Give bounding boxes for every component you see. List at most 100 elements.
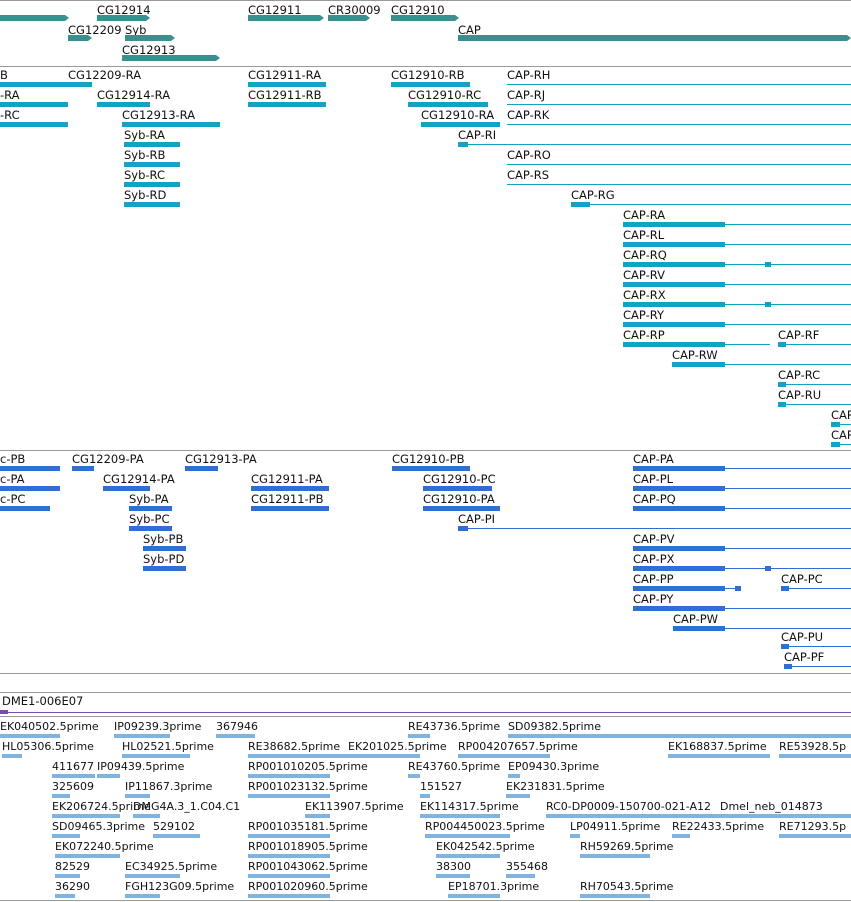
transcript-feature-bar[interactable] xyxy=(408,102,488,107)
protein-feature-bar[interactable] xyxy=(673,626,725,631)
protein-label[interactable]: Syb-PD xyxy=(143,552,185,566)
protein-feature-bar[interactable] xyxy=(633,566,725,571)
protein-feature-bar[interactable] xyxy=(784,664,792,669)
gene-label[interactable]: CG12914 xyxy=(97,3,151,17)
est-label[interactable]: EK040502.5prime xyxy=(0,720,99,733)
transcript-feature-bar[interactable] xyxy=(623,302,725,307)
est-feature-bar[interactable] xyxy=(425,834,510,838)
est-feature-bar[interactable] xyxy=(668,754,770,758)
est-label[interactable]: RP001035181.5prime xyxy=(248,820,368,833)
est-feature-bar[interactable] xyxy=(779,834,851,838)
protein-feature-bar[interactable] xyxy=(633,546,725,551)
gene-label[interactable]: CG12913 xyxy=(122,43,176,57)
est-label[interactable]: IP09239.3prime xyxy=(114,720,202,733)
gene-label[interactable]: Syb xyxy=(125,23,147,37)
est-feature-bar[interactable] xyxy=(408,734,430,738)
protein-feature-bar[interactable] xyxy=(423,506,500,511)
transcript-feature-bar[interactable] xyxy=(421,122,500,127)
protein-label[interactable]: CAP-PW xyxy=(673,612,719,626)
est-label[interactable]: RC0-DP0009-150700-021-A12 xyxy=(546,800,712,813)
transcript-label[interactable]: CG12910-RA xyxy=(421,108,495,122)
est-label[interactable]: EK072240.5prime xyxy=(55,840,154,853)
transcript-label[interactable]: CG12910-RC xyxy=(408,88,482,102)
est-feature-bar[interactable] xyxy=(2,754,22,758)
est-label[interactable]: 367946 xyxy=(216,720,258,733)
protein-feature-bar[interactable] xyxy=(633,466,725,471)
transcript-label[interactable]: CAP-RP xyxy=(623,328,665,342)
transcript-feature-bar[interactable] xyxy=(0,102,68,107)
protein-label[interactable]: CG12911-PB xyxy=(251,492,324,506)
est-feature-bar[interactable] xyxy=(508,734,851,738)
protein-feature-bar[interactable] xyxy=(781,586,789,591)
transcript-feature-bar[interactable] xyxy=(623,222,725,227)
est-label[interactable]: 36290 xyxy=(55,880,90,893)
est-feature-bar[interactable] xyxy=(448,894,500,898)
protein-feature-bar[interactable] xyxy=(633,606,725,611)
est-label[interactable]: SD09382.5prime xyxy=(508,720,601,733)
protein-feature-bar[interactable] xyxy=(143,566,186,571)
est-feature-bar[interactable] xyxy=(570,834,580,838)
est-feature-bar[interactable] xyxy=(248,894,330,898)
est-feature-bar[interactable] xyxy=(122,754,190,758)
protein-feature-bar[interactable] xyxy=(765,566,771,571)
est-label[interactable]: EP09430.3prime xyxy=(508,760,600,773)
gene-feature-bar[interactable] xyxy=(68,35,92,41)
transcript-label[interactable]: CAP-RH xyxy=(507,68,551,82)
insertion-label[interactable]: DME1-006E07 xyxy=(2,694,84,708)
transcript-label[interactable]: CG12914-RA xyxy=(97,88,171,102)
protein-label[interactable]: CG12910-PA xyxy=(423,492,495,506)
est-label[interactable]: EK042542.5prime xyxy=(436,840,535,853)
protein-label[interactable]: c-PC xyxy=(0,492,26,506)
transcript-label[interactable]: CAP-RJ xyxy=(507,88,546,102)
protein-feature-bar[interactable] xyxy=(185,466,218,471)
est-label[interactable]: RP001018905.5prime xyxy=(248,840,368,853)
transcript-label[interactable]: CAP-RL xyxy=(623,228,665,242)
gene-feature-bar[interactable] xyxy=(0,15,69,21)
protein-feature-bar[interactable] xyxy=(251,486,329,491)
protein-label[interactable]: Syb-PC xyxy=(129,512,170,526)
est-feature-bar[interactable] xyxy=(720,814,851,818)
transcript-label[interactable]: CAP-RV xyxy=(623,268,665,282)
est-feature-bar[interactable] xyxy=(580,854,650,858)
est-feature-bar[interactable] xyxy=(248,874,330,878)
est-feature-bar[interactable] xyxy=(133,814,160,818)
est-feature-bar[interactable] xyxy=(408,774,420,778)
est-label[interactable]: RP004207657.5prime xyxy=(458,740,578,753)
est-feature-bar[interactable] xyxy=(305,814,330,818)
est-feature-bar[interactable] xyxy=(248,794,330,798)
transcript-label[interactable]: CAP-RK xyxy=(507,108,550,122)
est-label[interactable]: 38300 xyxy=(436,860,471,873)
est-feature-bar[interactable] xyxy=(125,794,150,798)
transcript-feature-bar[interactable] xyxy=(248,102,326,107)
transcript-label[interactable]: B xyxy=(0,68,8,82)
est-feature-bar[interactable] xyxy=(779,754,851,758)
transcript-feature-bar[interactable] xyxy=(68,82,92,87)
est-feature-bar[interactable] xyxy=(125,894,160,898)
protein-feature-bar[interactable] xyxy=(633,586,725,591)
protein-feature-bar[interactable] xyxy=(458,526,468,531)
transcript-feature-bar[interactable] xyxy=(571,202,590,207)
transcript-label[interactable]: Syb-RA xyxy=(124,128,165,142)
est-label[interactable]: 529102 xyxy=(153,820,195,833)
gene-feature-bar[interactable] xyxy=(328,15,370,21)
protein-label[interactable]: CAP-PX xyxy=(633,552,675,566)
est-feature-bar[interactable] xyxy=(420,814,500,818)
protein-feature-bar[interactable] xyxy=(0,486,60,491)
est-label[interactable]: EK114317.5prime xyxy=(420,800,519,813)
transcript-label[interactable]: CAP-RC xyxy=(778,368,821,382)
transcript-feature-bar[interactable] xyxy=(765,302,771,307)
protein-label[interactable]: CAP-PL xyxy=(633,472,674,486)
est-label[interactable]: RE53928.5p xyxy=(779,740,847,753)
protein-label[interactable]: CAP-PU xyxy=(781,630,824,644)
protein-label[interactable]: CG12910-PC xyxy=(423,472,496,486)
transcript-feature-bar[interactable] xyxy=(831,422,840,427)
protein-feature-bar[interactable] xyxy=(143,546,186,551)
gene-label[interactable]: CG12209 xyxy=(68,23,122,37)
est-feature-bar[interactable] xyxy=(508,774,520,778)
transcript-label[interactable]: CG12911-RB xyxy=(248,88,322,102)
est-label[interactable]: RP001020960.5prime xyxy=(248,880,368,893)
est-label[interactable]: RP001043062.5prime xyxy=(248,860,368,873)
est-feature-bar[interactable] xyxy=(420,794,430,798)
transcript-feature-bar[interactable] xyxy=(778,382,786,387)
protein-label[interactable]: CG12913-PA xyxy=(185,452,257,466)
